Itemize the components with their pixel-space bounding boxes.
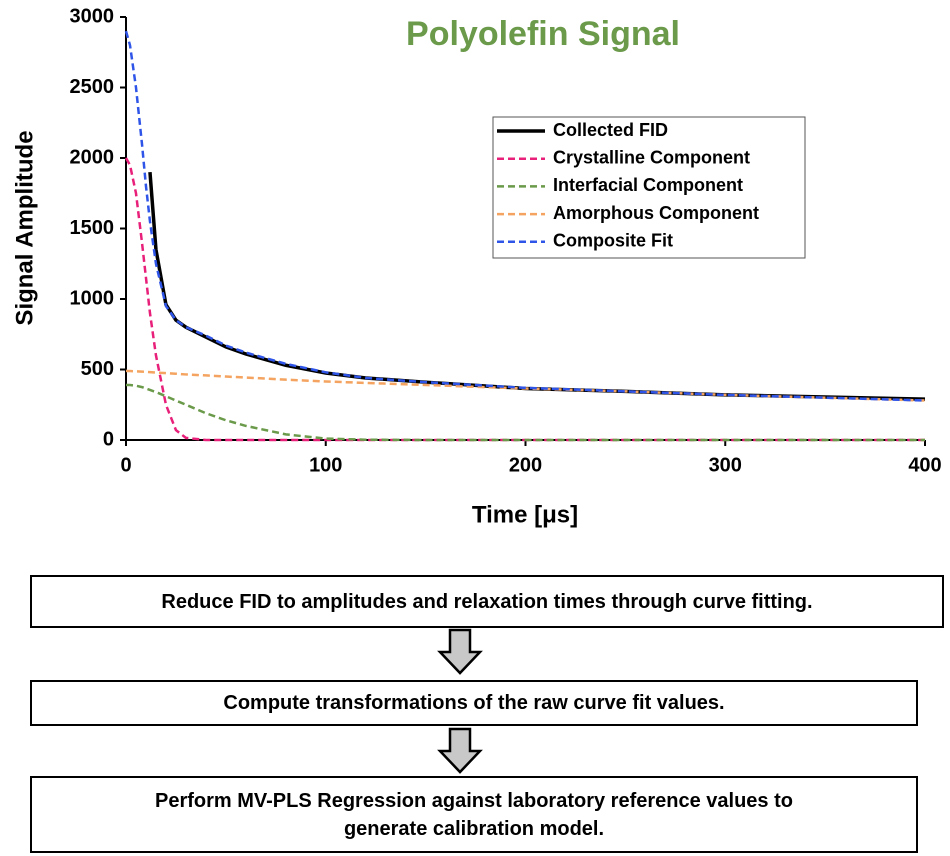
legend-label: Interfacial Component: [553, 175, 743, 195]
y-tick-label: 1500: [70, 217, 115, 239]
x-tick-label: 300: [709, 454, 742, 476]
flow-step-text: generate calibration model.: [343, 817, 605, 840]
y-tick-label: 0: [103, 428, 114, 450]
x-tick-label: 400: [908, 454, 941, 476]
arrow: [437, 727, 483, 774]
legend-label: Collected FID: [553, 120, 668, 140]
series-line: [126, 383, 925, 442]
flow-step-text: Perform MV-PLS Regression against labora…: [155, 789, 793, 812]
series-line: [124, 30, 926, 402]
x-tick-label: 200: [509, 454, 542, 476]
y-tick-label: 1000: [70, 287, 115, 309]
x-tick-label: 0: [120, 454, 131, 476]
flow-step: Reduce FID to amplitudes and relaxation …: [30, 575, 944, 628]
flow-step: Compute transformations of the raw curve…: [30, 680, 918, 726]
flow-step-text: Compute transformations of the raw curve…: [223, 692, 725, 714]
y-tick-label: 500: [81, 358, 114, 380]
y-tick-label: 2000: [70, 146, 115, 168]
series-line: [125, 369, 926, 402]
legend-label: Amorphous Component: [553, 203, 759, 223]
chart-title: Polyolefin Signal: [406, 15, 680, 53]
flow-step: Perform MV-PLS Regression against labora…: [30, 776, 918, 853]
arrow: [437, 628, 483, 675]
flow-step-text: Reduce FID to amplitudes and relaxation …: [161, 590, 813, 613]
y-axis-label: Signal Amplitude: [11, 130, 38, 325]
legend-label: Composite Fit: [553, 231, 673, 251]
x-axis-label: Time [μs]: [472, 501, 578, 528]
y-tick-label: 2500: [70, 76, 115, 98]
legend-label: Crystalline Component: [553, 147, 750, 167]
chart: Polyolefin Signal Time [μs] Signal Ampli…: [11, 5, 941, 528]
x-tick-label: 100: [309, 454, 342, 476]
y-tick-label: 3000: [70, 5, 115, 27]
series-line: [124, 157, 925, 442]
